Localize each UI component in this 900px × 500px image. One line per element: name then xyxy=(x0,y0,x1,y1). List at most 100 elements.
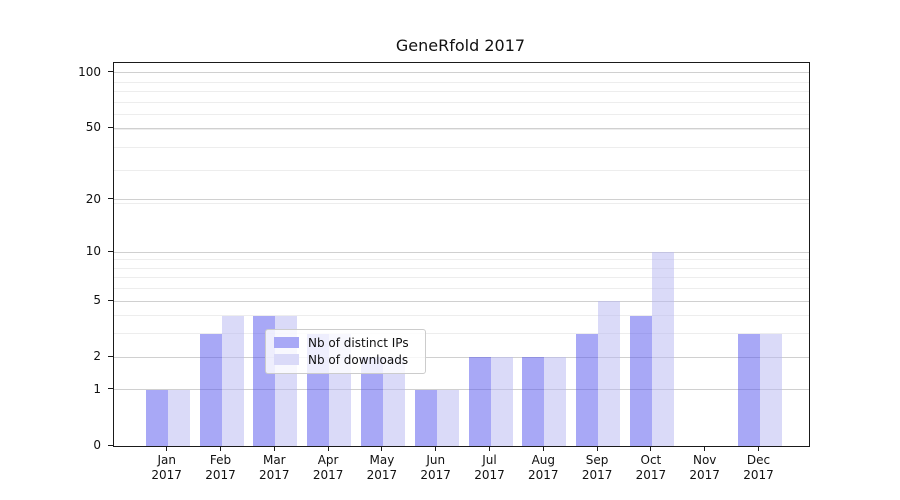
x-tick-mark xyxy=(650,446,652,451)
y-axis-tick-label: 1 xyxy=(93,381,101,396)
x-tick-year: 2017 xyxy=(312,468,344,482)
bar-distinct-ips xyxy=(737,333,760,446)
x-tick-month: Jun xyxy=(426,453,446,467)
x-tick-year: 2017 xyxy=(420,468,451,482)
x-tick-mark xyxy=(704,446,706,451)
x-axis-tick-label: May 2017 xyxy=(352,453,412,483)
x-axis-tick-label: Mar 2017 xyxy=(244,453,304,483)
x-tick-mark xyxy=(273,446,275,451)
bar-downloads xyxy=(221,315,244,446)
x-tick-month: Aug xyxy=(531,453,556,467)
minor-gridline xyxy=(114,170,809,172)
minor-gridline xyxy=(114,277,809,279)
minor-gridline xyxy=(114,333,809,335)
x-tick-year: 2017 xyxy=(528,468,559,482)
x-tick-month: Nov xyxy=(692,453,717,467)
major-gridline xyxy=(114,300,809,302)
y-axis-tick-label: 5 xyxy=(93,293,101,308)
x-axis-tick-label: Apr 2017 xyxy=(298,453,358,483)
y-axis-tick-label: 20 xyxy=(85,191,101,206)
x-tick-month: Sep xyxy=(585,453,609,467)
minor-gridline xyxy=(114,129,809,131)
x-axis-tick-label: Oct 2017 xyxy=(621,453,681,483)
x-axis-tick-label: Dec 2017 xyxy=(729,453,789,483)
legend-item: Nb of downloads xyxy=(274,351,417,368)
y-axis-tick-label: 10 xyxy=(85,244,101,259)
x-tick-year: 2017 xyxy=(689,468,720,482)
bar-downloads xyxy=(490,357,513,446)
y-tick-mark xyxy=(108,355,113,357)
x-axis-tick-label: Nov 2017 xyxy=(675,453,735,483)
y-tick-mark xyxy=(108,126,113,128)
bar-downloads xyxy=(436,389,459,446)
bar-distinct-ips xyxy=(360,357,383,446)
bar-distinct-ips xyxy=(522,357,545,446)
bar-distinct-ips xyxy=(145,389,168,446)
bar-downloads xyxy=(598,301,621,446)
x-tick-year: 2017 xyxy=(259,468,290,482)
major-gridline xyxy=(114,251,809,253)
y-axis-tick-label: 2 xyxy=(93,349,101,364)
x-axis-tick-label: Sep 2017 xyxy=(567,453,627,483)
minor-gridline xyxy=(114,288,809,290)
x-axis-tick-label: Aug 2017 xyxy=(513,453,573,483)
minor-gridline xyxy=(114,315,809,317)
legend-swatch-downloads xyxy=(274,354,299,365)
x-tick-year: 2017 xyxy=(581,468,613,482)
x-tick-month: Oct xyxy=(640,453,662,467)
x-tick-mark xyxy=(327,446,329,451)
minor-gridline xyxy=(114,114,809,116)
y-tick-mark xyxy=(108,250,113,252)
chart-title: GeneRfold 2017 xyxy=(395,36,526,55)
bar-downloads xyxy=(544,357,567,446)
major-gridline xyxy=(114,72,809,74)
x-axis-tick-label: Feb 2017 xyxy=(191,453,251,483)
x-tick-mark xyxy=(435,446,437,451)
x-tick-year: 2017 xyxy=(635,468,667,482)
major-gridline xyxy=(114,389,809,391)
x-tick-month: Feb xyxy=(209,453,232,467)
bar-distinct-ips xyxy=(199,333,222,446)
x-tick-month: Jan xyxy=(157,453,176,467)
x-tick-month: May xyxy=(369,453,395,467)
x-tick-month: Dec xyxy=(746,453,771,467)
x-tick-mark xyxy=(542,446,544,451)
bar-downloads xyxy=(759,333,782,446)
minor-gridline xyxy=(114,101,809,103)
x-tick-year: 2017 xyxy=(474,468,505,482)
y-axis-tick-label: 0 xyxy=(93,438,101,452)
x-axis-tick-label: Jun 2017 xyxy=(406,453,466,483)
x-tick-year: 2017 xyxy=(151,468,182,482)
x-tick-year: 2017 xyxy=(366,468,398,482)
x-tick-mark xyxy=(381,446,383,451)
major-gridline xyxy=(114,199,809,201)
y-tick-mark xyxy=(108,299,113,301)
bar-downloads xyxy=(167,389,190,446)
y-axis-tick-label: 100 xyxy=(78,64,101,79)
x-tick-mark xyxy=(758,446,759,451)
major-gridline xyxy=(114,356,809,358)
bar-downloads xyxy=(651,252,674,446)
y-axis-tick-label: 50 xyxy=(85,120,101,135)
x-axis-tick-label: Jan 2017 xyxy=(137,453,197,483)
legend: Nb of distinct IPs Nb of downloads xyxy=(265,329,426,374)
x-tick-mark xyxy=(220,446,221,451)
x-tick-month: Jul xyxy=(482,453,497,467)
plot-area xyxy=(113,62,810,447)
legend-label: Nb of distinct IPs xyxy=(308,335,409,350)
minor-gridline xyxy=(114,91,809,93)
major-gridline xyxy=(114,127,809,129)
minor-gridline xyxy=(114,267,809,269)
bar-downloads xyxy=(382,357,405,446)
x-tick-mark xyxy=(166,446,168,451)
minor-gridline xyxy=(114,259,809,261)
bar-distinct-ips xyxy=(576,333,599,446)
bar-distinct-ips xyxy=(629,315,652,446)
minor-gridline xyxy=(114,203,809,205)
y-tick-mark xyxy=(108,71,113,73)
x-tick-year: 2017 xyxy=(205,468,236,482)
x-tick-month: Mar xyxy=(262,453,286,467)
y-tick-mark xyxy=(108,444,113,446)
minor-gridline xyxy=(114,147,809,149)
